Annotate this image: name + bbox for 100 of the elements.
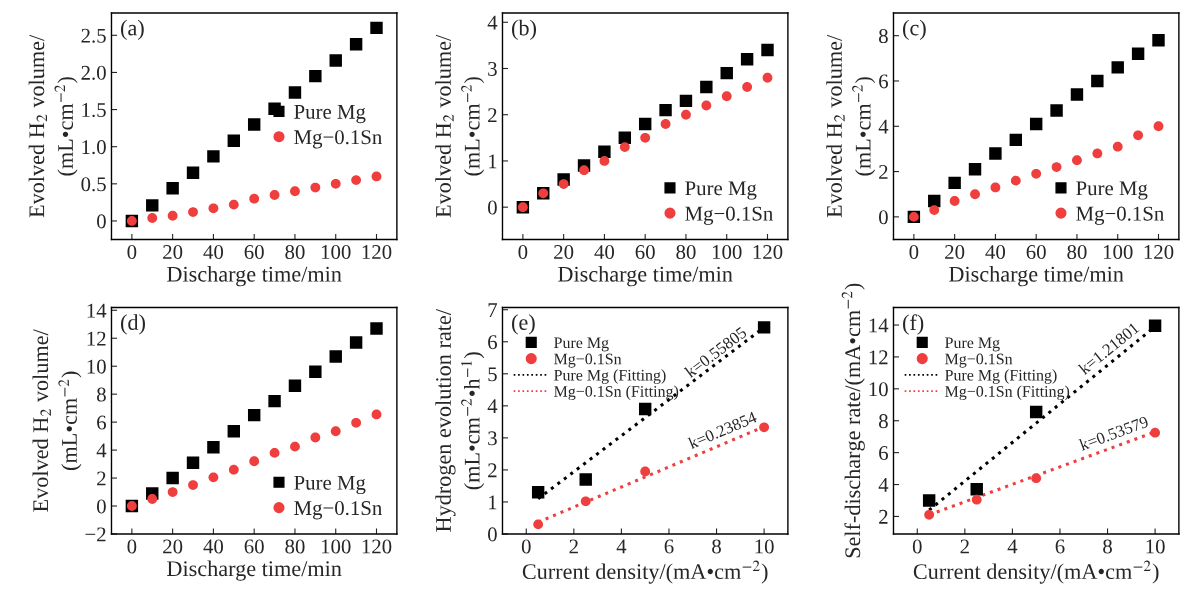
y-tick-label: 10 bbox=[87, 359, 106, 374]
y-tick-label: 8 bbox=[97, 387, 106, 402]
x-tick-label: 80 bbox=[676, 244, 696, 260]
x-tick-label: 100 bbox=[712, 244, 742, 260]
x-tick-label: 60 bbox=[635, 244, 655, 260]
legend-label: Pure Mg bbox=[1076, 181, 1148, 200]
x-tick-label: 120 bbox=[362, 539, 392, 554]
x-tick-label: 120 bbox=[753, 244, 783, 260]
y-axis-title: Evolved H$_{2}$ volume/ (mL•cm$^{−2}$) bbox=[826, 34, 876, 218]
x-tick-label: 100 bbox=[321, 539, 351, 554]
x-tick-label: 20 bbox=[163, 539, 183, 554]
y-tick-label: 10 bbox=[869, 382, 888, 397]
y-axis-title: Hydrogen evolution rate/ (mL•cm$^{−2}$•h$^{−1}$) bbox=[435, 309, 485, 532]
y-tick-label: 4 bbox=[878, 119, 889, 134]
legend-label: Pure Mg bbox=[685, 181, 757, 200]
y-tick-label: 0 bbox=[97, 214, 106, 229]
y-tick-label: 2 bbox=[97, 471, 106, 486]
legend-label: Pure Mg bbox=[945, 337, 1000, 352]
x-tick-label: 10 bbox=[1146, 539, 1165, 554]
y-tick-label: 0.5 bbox=[81, 177, 106, 192]
x-tick-label: 2 bbox=[569, 539, 578, 554]
y-tick-label: 6 bbox=[97, 415, 106, 430]
legend-label: Mg−0.1Sn bbox=[554, 353, 622, 368]
y-tick-label: 4 bbox=[96, 443, 107, 458]
y-tick-label: 2.5 bbox=[81, 28, 106, 43]
legend-label: Mg−0.1Sn bbox=[945, 353, 1013, 368]
x-tick-label: 40 bbox=[594, 244, 615, 260]
legend-label: Pure Mg (Fitting) bbox=[554, 369, 666, 384]
x-axis-title: Discharge time/min bbox=[167, 266, 342, 287]
x-axis-title: Discharge time/min bbox=[949, 266, 1124, 287]
annotation: (a) bbox=[121, 19, 144, 40]
y-tick-label: 2 bbox=[488, 108, 497, 122]
y-tick-label: 6 bbox=[879, 74, 888, 89]
legend-label: Pure Mg bbox=[554, 337, 609, 352]
legend-label: Mg−0.1Sn (Fitting) bbox=[554, 385, 679, 401]
y-tick-label: 6 bbox=[488, 335, 497, 350]
y-tick-label: 1.5 bbox=[82, 103, 106, 118]
y-tick-label: 8 bbox=[879, 29, 888, 44]
annotation: (b) bbox=[512, 19, 536, 40]
y-tick-label: 7 bbox=[488, 303, 498, 317]
y-tick-label: 0 bbox=[488, 527, 497, 542]
x-tick-label: 6 bbox=[1055, 539, 1065, 554]
y-tick-label: 12 bbox=[87, 331, 106, 346]
x-axis-title: Current density/(mA•cm$^{−2}$) bbox=[522, 560, 768, 584]
legend-label: Pure Mg (Fitting) bbox=[945, 369, 1057, 384]
legend-label: Pure Mg bbox=[294, 105, 366, 124]
y-axis-title: Evolved H$_{2}$ volume/ (mL•cm$^{−2}$) bbox=[435, 34, 485, 218]
x-tick-label: 4 bbox=[616, 539, 627, 554]
x-tick-label: 120 bbox=[1144, 244, 1174, 260]
x-tick-label: 0 bbox=[912, 539, 922, 554]
x-tick-label: 4 bbox=[1007, 539, 1018, 554]
y-tick-label: −2 bbox=[85, 527, 106, 542]
x-tick-label: 100 bbox=[1103, 244, 1133, 260]
y-tick-label: 2 bbox=[879, 165, 888, 179]
legend-label: Pure Mg bbox=[294, 475, 366, 495]
x-axis-title: Discharge time/min bbox=[167, 560, 342, 581]
y-tick-label: 1 bbox=[489, 154, 497, 169]
x-tick-label: 0 bbox=[127, 539, 137, 554]
x-tick-label: 60 bbox=[244, 539, 264, 554]
legend-label: Mg−0.1Sn bbox=[685, 206, 773, 225]
y-tick-label: 1.0 bbox=[82, 140, 106, 155]
x-tick-label: 120 bbox=[362, 244, 392, 260]
x-tick-label: 80 bbox=[1067, 244, 1087, 260]
x-tick-label: 0 bbox=[127, 244, 137, 260]
x-tick-label: 20 bbox=[945, 244, 965, 260]
annotation: (e) bbox=[512, 314, 535, 335]
annotation: (c) bbox=[903, 19, 926, 40]
legend-label: Mg−0.1Sn bbox=[1076, 206, 1164, 225]
y-tick-label: 14 bbox=[87, 303, 107, 318]
y-tick-label: 4 bbox=[487, 15, 498, 30]
x-tick-label: 80 bbox=[285, 539, 305, 554]
x-tick-label: 10 bbox=[755, 539, 774, 554]
x-tick-label: 60 bbox=[244, 244, 264, 260]
y-tick-label: 4 bbox=[487, 399, 498, 414]
y-tick-label: 3 bbox=[488, 431, 497, 446]
y-tick-label: 2 bbox=[488, 463, 497, 478]
x-tick-label: 8 bbox=[712, 539, 721, 554]
x-tick-label: 0 bbox=[909, 244, 919, 260]
y-tick-label: 4 bbox=[878, 478, 889, 492]
y-tick-label: 0 bbox=[97, 499, 106, 514]
y-tick-label: 6 bbox=[879, 446, 888, 461]
y-tick-label: 8 bbox=[879, 414, 888, 429]
x-tick-label: 60 bbox=[1026, 244, 1046, 260]
y-tick-label: 0 bbox=[879, 210, 888, 225]
legend-label: Mg−0.1Sn bbox=[294, 501, 382, 520]
y-tick-label: 1 bbox=[489, 495, 497, 510]
x-tick-label: 40 bbox=[203, 244, 224, 260]
legend-label: Mg−0.1Sn bbox=[294, 130, 382, 149]
y-tick-label: 12 bbox=[869, 350, 888, 365]
y-tick-label: 2.0 bbox=[81, 65, 106, 80]
y-axis-title: Evolved H$_{2}$ volume/ (mL•cm$^{−2}$) bbox=[32, 329, 82, 512]
y-tick-label: 14 bbox=[869, 318, 889, 333]
x-tick-label: 6 bbox=[664, 539, 674, 554]
x-tick-label: 100 bbox=[321, 244, 351, 260]
x-tick-label: 20 bbox=[163, 244, 183, 260]
legend-label: Mg−0.1Sn (Fitting) bbox=[945, 385, 1070, 401]
x-tick-label: 0 bbox=[518, 244, 528, 260]
x-tick-label: 80 bbox=[285, 244, 305, 260]
x-tick-label: 40 bbox=[985, 244, 1006, 260]
x-tick-label: 40 bbox=[203, 539, 224, 554]
